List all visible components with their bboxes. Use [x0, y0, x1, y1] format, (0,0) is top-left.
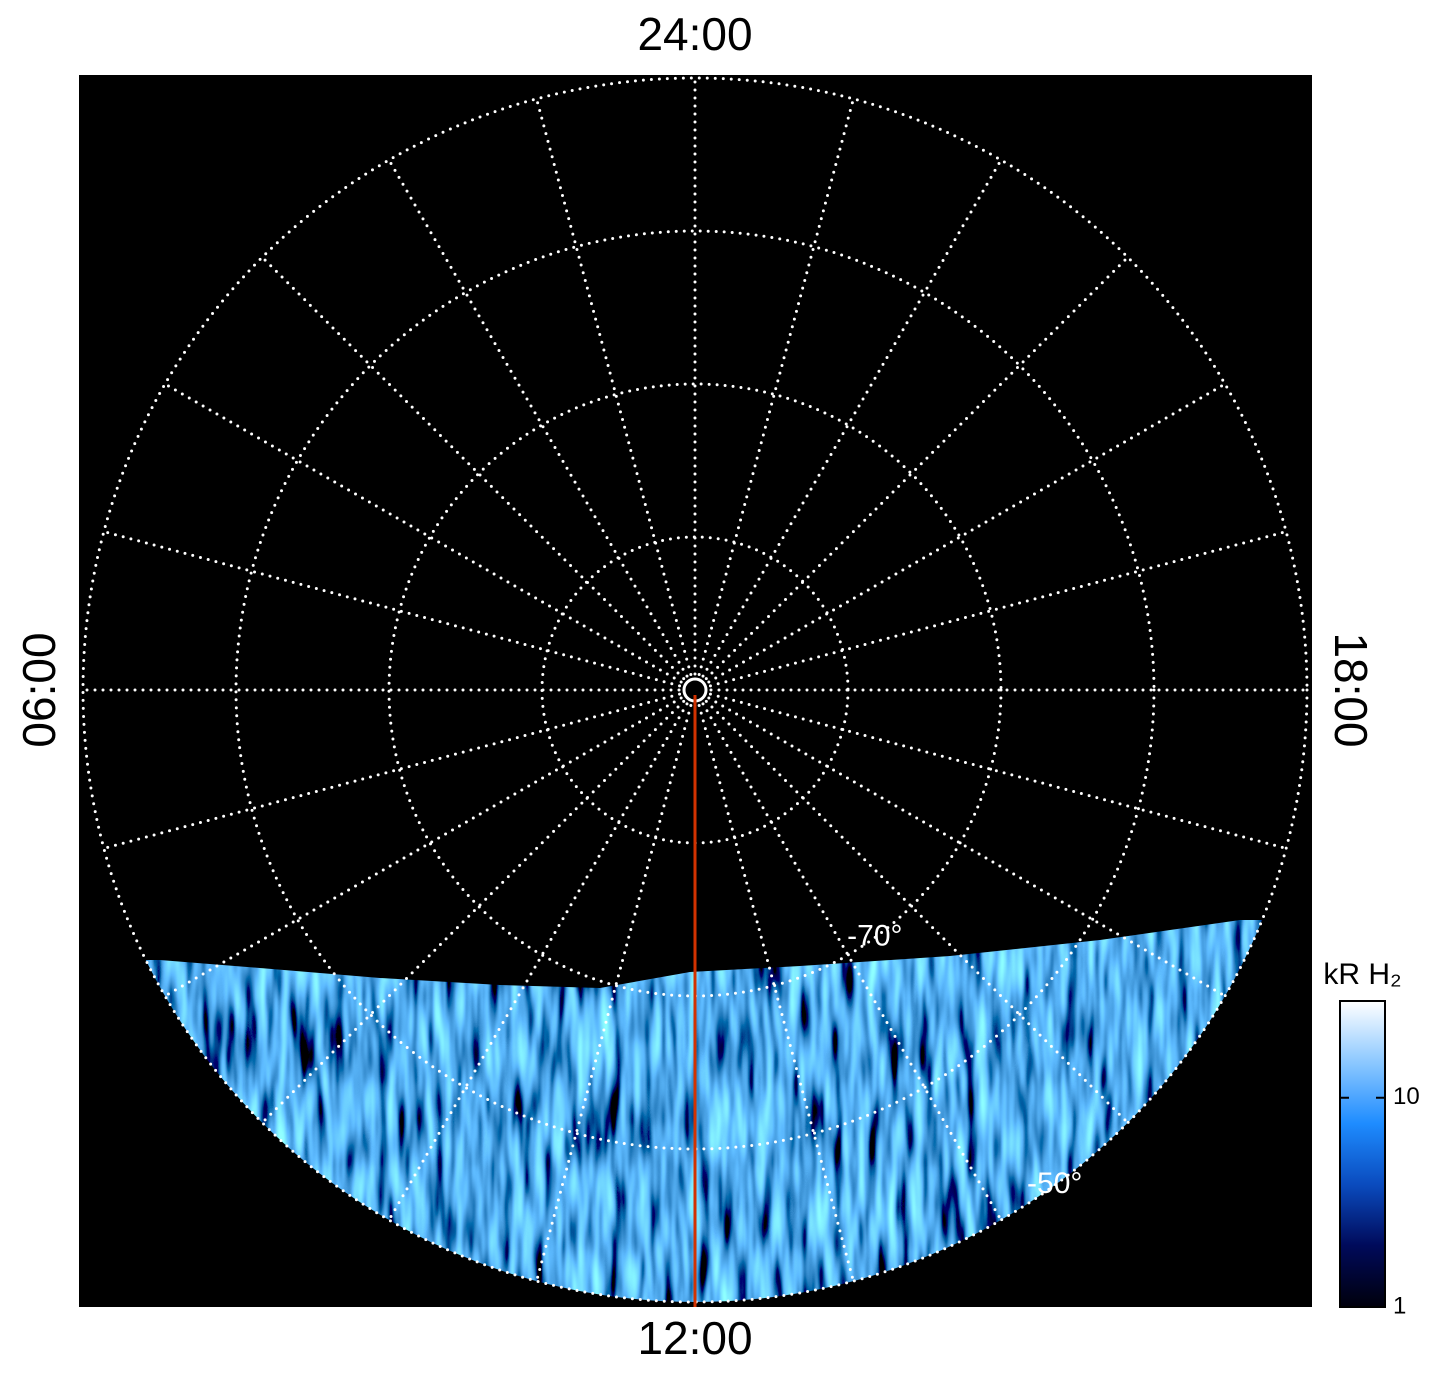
meridian-line: [704, 699, 1130, 1125]
meridian-line: [260, 255, 686, 681]
meridian-line: [697, 97, 855, 677]
meridian-line: [707, 696, 1227, 998]
meridian-line: [163, 382, 683, 684]
meridian-line: [163, 696, 683, 998]
meridian-line: [704, 255, 1130, 681]
local-time-label: 12:00: [637, 1312, 752, 1364]
colorbar: [1339, 1000, 1386, 1308]
meridian-line: [102, 692, 682, 850]
meridian-line: [535, 97, 693, 677]
colorbar-tick-label: 1: [1393, 1292, 1406, 1319]
meridian-line: [707, 382, 1227, 684]
meridian-line: [701, 158, 1003, 678]
meridian-line: [708, 692, 1288, 850]
meridian-line: [260, 699, 686, 1125]
local-time-label: 18:00: [1325, 632, 1377, 747]
meridian-line: [701, 702, 1003, 1222]
latitude-label: -50°: [1027, 1167, 1082, 1200]
latitude-label: -70°: [847, 919, 902, 952]
meridian-line: [535, 703, 693, 1283]
colorbar-title: kR H₂: [1323, 958, 1401, 991]
local-time-label: 06:00: [13, 632, 65, 747]
meridian-line: [387, 702, 689, 1222]
meridian-line: [102, 530, 682, 688]
meridian-line: [387, 158, 689, 678]
meridian-line: [708, 530, 1288, 688]
meridian-line: [697, 703, 855, 1283]
colorbar-tick-label: 10: [1393, 1083, 1420, 1110]
local-time-label: 24:00: [637, 8, 752, 60]
